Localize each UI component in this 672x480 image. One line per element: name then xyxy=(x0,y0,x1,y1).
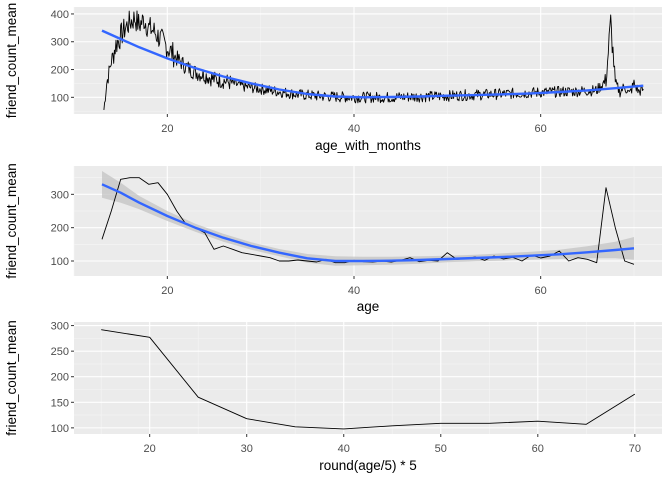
data-line xyxy=(103,10,644,110)
x-axis-title: age_with_months xyxy=(315,138,421,153)
chart-panel-1: 20 40 60 100 200 300 400 age_with_months friend_… xyxy=(4,3,662,153)
y-axis-title: friend_count_mean xyxy=(4,320,19,436)
x-tick-label: 60 xyxy=(532,443,544,455)
x-tick-label: 20 xyxy=(161,285,173,297)
plot-background xyxy=(74,322,662,434)
x-tick-label: 20 xyxy=(161,123,173,135)
y-tick-label: 200 xyxy=(51,372,69,384)
chart-panel-2: 20 40 60 100 200 300 age friend_count_mean xyxy=(4,163,662,314)
x-axis-title: round(age/5) * 5 xyxy=(319,458,417,473)
data-line xyxy=(101,329,636,430)
x-tick-label: 50 xyxy=(435,443,447,455)
x-axis-title: age xyxy=(357,299,380,314)
smooth-trend-line xyxy=(101,29,644,99)
y-tick-label: 100 xyxy=(51,423,69,435)
y-tick-label: 150 xyxy=(51,397,69,409)
y-axis-title: friend_count_mean xyxy=(4,3,19,119)
x-tick-label: 60 xyxy=(535,285,547,297)
y-tick-label: 100 xyxy=(51,256,69,268)
y-tick-label: 200 xyxy=(51,65,69,77)
x-tick-label: 70 xyxy=(629,443,641,455)
y-tick-label: 100 xyxy=(51,92,69,104)
x-tick-label: 40 xyxy=(348,285,360,297)
x-tick-label: 20 xyxy=(144,443,156,455)
x-tick-label: 40 xyxy=(338,443,350,455)
chart-panel-3: 20 30 40 50 60 70 100 150 200 250 300 round(age/5) … xyxy=(4,320,662,473)
y-tick-label: 200 xyxy=(51,223,69,235)
y-tick-label: 300 xyxy=(51,37,69,49)
x-tick-label: 60 xyxy=(535,123,547,135)
x-tick-label: 30 xyxy=(241,443,253,455)
y-tick-label: 400 xyxy=(51,9,69,21)
x-tick-label: 40 xyxy=(348,123,360,135)
y-tick-label: 300 xyxy=(51,321,69,333)
y-tick-label: 300 xyxy=(51,189,69,201)
smooth-trend-line xyxy=(101,183,635,263)
y-tick-label: 250 xyxy=(51,346,69,358)
y-axis-title: friend_count_mean xyxy=(4,163,19,279)
